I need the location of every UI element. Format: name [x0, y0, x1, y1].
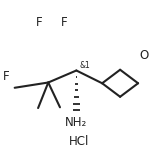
Text: F: F — [3, 70, 9, 83]
Text: F: F — [36, 16, 43, 29]
Text: F: F — [61, 16, 68, 29]
Text: HCl: HCl — [69, 135, 90, 148]
Text: O: O — [140, 49, 149, 62]
Text: &1: &1 — [80, 61, 90, 70]
Text: NH₂: NH₂ — [65, 116, 87, 129]
